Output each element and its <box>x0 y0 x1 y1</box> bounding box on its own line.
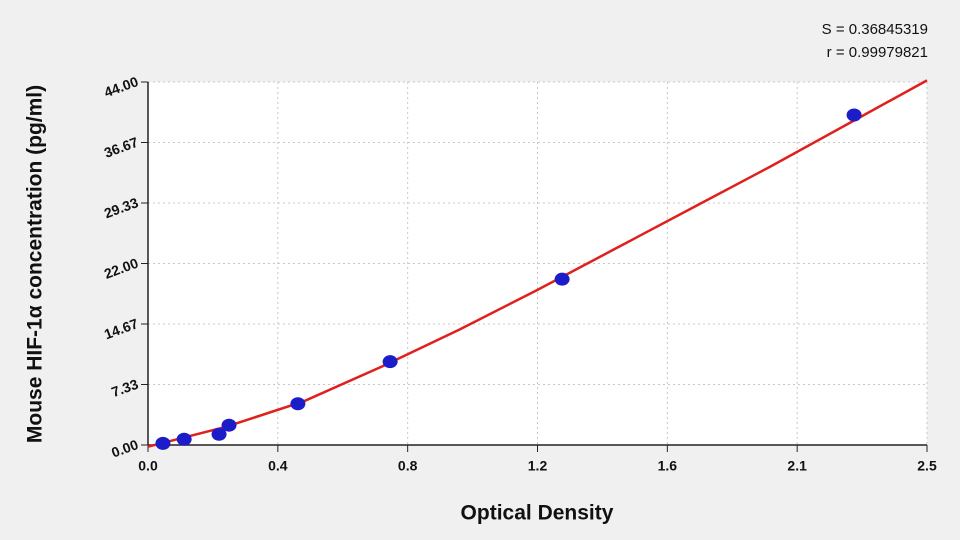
data-point <box>176 432 192 446</box>
data-point <box>382 355 398 369</box>
x-axis-label: Optical Density <box>461 502 614 525</box>
data-point <box>290 397 306 411</box>
x-tick-label: 2.5 <box>917 458 937 474</box>
annotation: r = 0.99979821 <box>827 44 928 61</box>
x-tick-label: 2.1 <box>787 458 807 474</box>
x-tick-label: 0.0 <box>138 458 158 474</box>
x-tick-label: 1.2 <box>528 458 548 474</box>
x-tick-label: 0.8 <box>398 458 418 474</box>
x-tick-label: 1.6 <box>658 458 678 474</box>
y-axis-label: Mouse HIF-1α concentration (pg/ml) <box>24 85 47 443</box>
data-point <box>846 108 862 122</box>
fit-curve <box>147 79 928 448</box>
annotation: S = 0.36845319 <box>822 21 928 38</box>
data-point <box>554 272 570 286</box>
data-point <box>155 436 171 450</box>
data-point <box>211 427 227 441</box>
data-point <box>221 418 237 432</box>
x-tick-label: 0.4 <box>268 458 288 474</box>
